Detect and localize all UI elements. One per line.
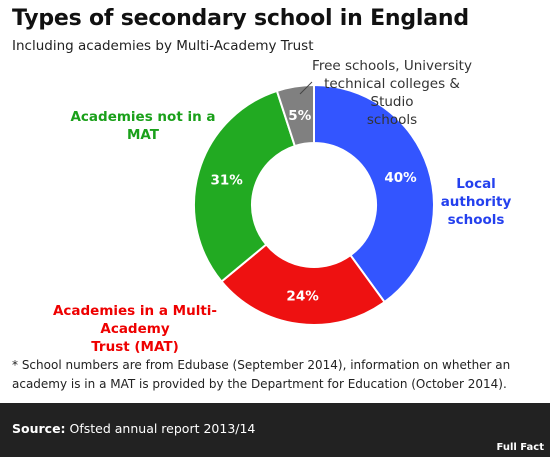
academies-not-mat-label: Academies not in a MAT xyxy=(70,109,216,143)
local-authority-label-line3: schools xyxy=(447,212,505,228)
local-authority-label: Local authority schools xyxy=(438,175,514,229)
footer-bar: Source: Ofsted annual report 2013/14 Ful… xyxy=(0,403,550,457)
slice-label-1: 24% xyxy=(286,288,319,304)
chart-title: Types of secondary school in England xyxy=(12,6,469,31)
source-value: Ofsted annual report 2013/14 xyxy=(65,421,256,436)
footnote-line2: academy is in a MAT is provided by the D… xyxy=(12,377,507,391)
full-fact-logo: Full Fact xyxy=(496,442,545,453)
slice-label-3: 5% xyxy=(288,108,311,124)
academies-mat-label: Academies in a Multi-Academy Trust (MAT) xyxy=(26,302,244,356)
local-authority-label-line1: Local xyxy=(456,176,496,192)
slice-3 xyxy=(275,83,315,148)
free-schools-label: Free schools, University technical colle… xyxy=(312,57,472,129)
footnote: * School numbers are from Edubase (Septe… xyxy=(12,356,532,394)
free-schools-label-line2: technical colleges & Studio xyxy=(324,76,460,110)
source-label: Source: xyxy=(12,421,66,436)
slice-label-2: 31% xyxy=(210,173,243,189)
free-schools-label-line1: Free schools, University xyxy=(312,58,472,74)
leader-line xyxy=(299,81,313,95)
source-text: Source: Ofsted annual report 2013/14 xyxy=(12,421,255,436)
footnote-line1: * School numbers are from Edubase (Septe… xyxy=(12,358,511,372)
academies-mat-label-line1: Academies in a Multi-Academy xyxy=(52,303,218,337)
slice-1 xyxy=(220,243,386,326)
free-schools-label-line3: schools xyxy=(366,112,418,128)
slice-0 xyxy=(313,83,435,304)
chart-subtitle: Including academies by Multi-Academy Tru… xyxy=(12,38,314,54)
slice-label-0: 40% xyxy=(384,170,417,186)
slice-2 xyxy=(193,89,297,283)
local-authority-label-line2: authority xyxy=(440,194,512,210)
academies-mat-label-line2: Trust (MAT) xyxy=(91,339,179,355)
donut-chart: 40% 24% 31% 5% xyxy=(193,81,435,326)
